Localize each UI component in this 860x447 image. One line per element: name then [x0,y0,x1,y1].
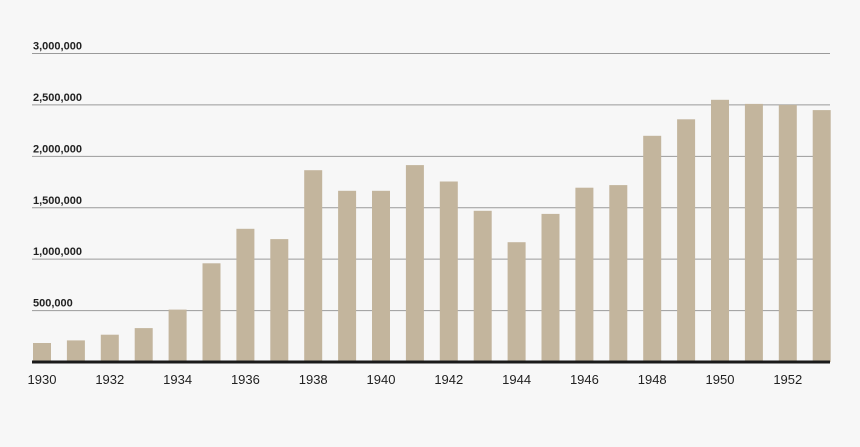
bar-1947 [609,185,628,362]
x-tick-label: 1952 [773,372,802,387]
x-tick-label: 1936 [231,372,260,387]
bar-1933 [134,328,153,362]
bar-1932 [100,334,119,362]
bar-1936 [236,228,255,362]
bar-1946 [575,187,594,362]
x-tick-label: 1948 [638,372,667,387]
x-tick-label: 1950 [706,372,735,387]
bar-1945 [541,213,560,362]
bars [33,99,831,363]
x-tick-label: 1934 [163,372,192,387]
bar-1938 [304,170,323,362]
y-tick-label: 2,500,000 [33,92,82,104]
bar-1949 [677,119,696,362]
bar-1944 [507,242,526,362]
bar-1951 [744,103,763,363]
y-tick-label: 500,000 [33,298,73,310]
x-tick-label: 1946 [570,372,599,387]
y-tick-label: 1,000,000 [33,246,82,258]
bar-1948 [643,135,662,362]
y-tick-label: 1,500,000 [33,195,82,207]
bar-1941 [405,165,424,362]
y-tick-label: 2,000,000 [33,143,82,155]
y-tick-label: 3,000,000 [33,41,82,53]
bar-1940 [372,190,390,362]
gridlines [32,53,830,312]
x-tick-label: 1942 [434,372,463,387]
y-tick-labels: 500,000 1,000,000 1,500,000 2,000,000 2,500,… [33,41,82,310]
x-tick-label: 1940 [367,372,396,387]
x-tick-label: 1932 [95,372,124,387]
bar-1952 [778,104,797,363]
bar-1937 [270,239,289,362]
x-tick-labels: 1930 1932 1934 1936 1938 1940 1942 1944 1946 1948… [28,372,803,387]
bar-1939 [338,190,357,362]
bar-1930 [33,343,51,362]
bar-1931 [66,340,85,362]
bar-1943 [473,210,492,362]
bar-1942 [439,181,458,362]
bar-1935 [202,263,221,362]
bar-1953 [812,110,831,362]
x-tick-label: 1930 [28,372,57,387]
bar-1950 [711,99,729,363]
x-tick-label: 1938 [299,372,328,387]
bar-1934 [168,309,187,362]
x-tick-label: 1944 [502,372,531,387]
